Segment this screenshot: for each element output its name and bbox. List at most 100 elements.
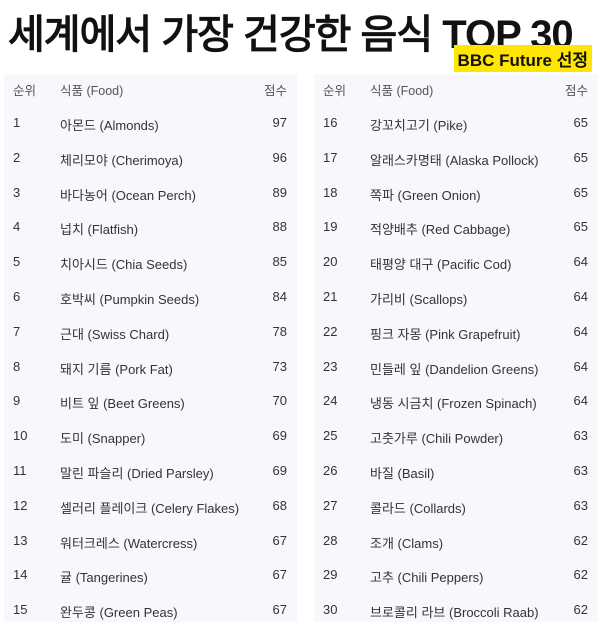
rank-cell: 22 (323, 323, 338, 339)
food-cell: 넙치 (Flatfish) (60, 222, 139, 238)
score-cell: 67 (272, 567, 287, 583)
rank-cell: 18 (323, 184, 338, 200)
rank-cell: 24 (323, 393, 338, 409)
rank-cell: 2 (13, 149, 21, 165)
table-row: 11 말린 파슬리 (Dried Parsley) 69 (4, 463, 297, 483)
food-cell: 돼지 기름 (Pork Fat) (60, 361, 173, 377)
header-food: 식품 (Food) (60, 84, 124, 98)
food-cell: 고춧가루 (Chili Powder) (370, 431, 504, 447)
table-row: 23 민들레 잎 (Dandelion Greens) 64 (314, 359, 598, 379)
score-cell: 88 (272, 219, 287, 235)
rank-cell: 15 (13, 602, 28, 618)
score-cell: 73 (272, 358, 287, 374)
rank-cell: 25 (323, 428, 338, 444)
table-row: 30 브로콜리 라브 (Broccoli Raab) 62 (314, 602, 598, 622)
score-cell: 65 (573, 149, 588, 165)
table-row: 13 워터크레스 (Watercress) 67 (4, 533, 297, 553)
table-row: 26 바질 (Basil) 63 (314, 463, 598, 483)
header-food: 식품 (Food) (370, 84, 434, 98)
score-cell: 84 (272, 289, 287, 304)
table-row: 10 도미 (Snapper) 69 (4, 428, 297, 448)
food-cell: 치아시드 (Chia Seeds) (60, 257, 188, 273)
rank-cell: 17 (323, 149, 338, 165)
food-cell: 바다농어 (Ocean Perch) (60, 187, 196, 203)
table-header: 순위 식품 (Food) 점수 (314, 80, 598, 100)
rank-cell: 29 (323, 567, 338, 583)
table-row: 6 호박씨 (Pumpkin Seeds) 84 (4, 289, 297, 309)
food-cell: 알래스카명태 (Alaska Pollock) (370, 152, 539, 168)
food-cell: 호박씨 (Pumpkin Seeds) (60, 292, 200, 307)
rank-cell: 26 (323, 463, 338, 478)
table-row: 15 완두콩 (Green Peas) 67 (4, 602, 297, 622)
rank-cell: 30 (323, 602, 338, 618)
score-cell: 63 (573, 463, 588, 478)
food-cell: 아몬드 (Almonds) (60, 118, 159, 133)
score-cell: 62 (573, 532, 588, 548)
table-row: 27 콜라드 (Collards) 63 (314, 498, 598, 518)
food-cell: 근대 (Swiss Chard) (60, 326, 170, 342)
ranking-table-left: 순위 식품 (Food) 점수 1 아몬드 (Almonds) 97 2 체리모야 (Cher… (4, 74, 297, 622)
food-cell: 냉동 시금치 (Frozen Spinach) (370, 396, 537, 412)
food-cell: 쪽파 (Green Onion) (370, 187, 481, 203)
score-cell: 65 (573, 219, 588, 235)
rank-cell: 27 (323, 497, 338, 513)
table-row: 24 냉동 시금치 (Frozen Spinach) 64 (314, 393, 598, 413)
header-score: 점수 (564, 84, 588, 98)
rank-cell: 23 (323, 358, 338, 374)
score-cell: 67 (272, 532, 287, 548)
table-row: 5 치아시드 (Chia Seeds) 85 (4, 254, 297, 274)
rank-cell: 1 (13, 115, 21, 130)
table-row: 19 적양배추 (Red Cabbage) 65 (314, 219, 598, 239)
table-row: 8 돼지 기름 (Pork Fat) 73 (4, 359, 297, 379)
table-row: 28 조개 (Clams) 62 (314, 533, 598, 553)
rank-cell: 19 (323, 219, 338, 235)
score-cell: 65 (573, 115, 588, 130)
table-row: 1 아몬드 (Almonds) 97 (4, 115, 297, 135)
score-cell: 85 (272, 254, 287, 270)
score-cell: 62 (573, 602, 588, 618)
food-cell: 도미 (Snapper) (60, 431, 146, 447)
score-cell: 89 (272, 184, 287, 200)
table-row: 4 넙치 (Flatfish) 88 (4, 219, 297, 239)
rank-cell: 21 (323, 289, 338, 304)
table-row: 22 핑크 자몽 (Pink Grapefruit) 64 (314, 324, 598, 344)
score-cell: 64 (573, 323, 588, 339)
rank-cell: 10 (13, 428, 28, 444)
rank-cell: 9 (13, 393, 21, 409)
score-cell: 97 (272, 115, 287, 130)
food-cell: 태평양 대구 (Pacific Cod) (370, 257, 512, 273)
score-cell: 65 (573, 184, 588, 200)
score-cell: 68 (272, 497, 287, 513)
rank-cell: 8 (13, 358, 21, 374)
table-row: 12 셀러리 플레이크 (Celery Flakes) 68 (4, 498, 297, 518)
rank-cell: 3 (13, 184, 21, 200)
table-header: 순위 식품 (Food) 점수 (4, 80, 297, 100)
table-row: 16 강꼬치고기 (Pike) 65 (314, 115, 598, 135)
rank-cell: 4 (13, 219, 21, 235)
score-cell: 69 (272, 463, 287, 478)
food-cell: 콜라드 (Collards) (370, 500, 466, 516)
score-cell: 64 (573, 358, 588, 374)
score-cell: 64 (573, 289, 588, 304)
header-rank: 순위 (323, 84, 347, 98)
table-row: 7 근대 (Swiss Chard) 78 (4, 324, 297, 344)
table-row: 3 바다농어 (Ocean Perch) 89 (4, 185, 297, 205)
food-cell: 가리비 (Scallops) (370, 292, 468, 307)
food-cell: 브로콜리 라브 (Broccoli Raab) (370, 605, 539, 621)
table-row: 18 쪽파 (Green Onion) 65 (314, 185, 598, 205)
food-cell: 완두콩 (Green Peas) (60, 605, 178, 621)
score-cell: 64 (573, 393, 588, 409)
score-cell: 78 (272, 323, 287, 339)
rank-cell: 6 (13, 289, 21, 304)
food-cell: 체리모야 (Cherimoya) (60, 152, 183, 168)
source-badge: BBC Future 선정 (453, 45, 592, 72)
score-cell: 63 (573, 497, 588, 513)
food-cell: 적양배추 (Red Cabbage) (370, 222, 511, 238)
rank-cell: 11 (13, 463, 27, 478)
rank-cell: 16 (323, 115, 338, 130)
food-cell: 조개 (Clams) (370, 535, 444, 551)
table-row: 25 고춧가루 (Chili Powder) 63 (314, 428, 598, 448)
food-cell: 고추 (Chili Peppers) (370, 570, 484, 586)
score-cell: 63 (573, 428, 588, 444)
table-row: 14 귤 (Tangerines) 67 (4, 567, 297, 587)
